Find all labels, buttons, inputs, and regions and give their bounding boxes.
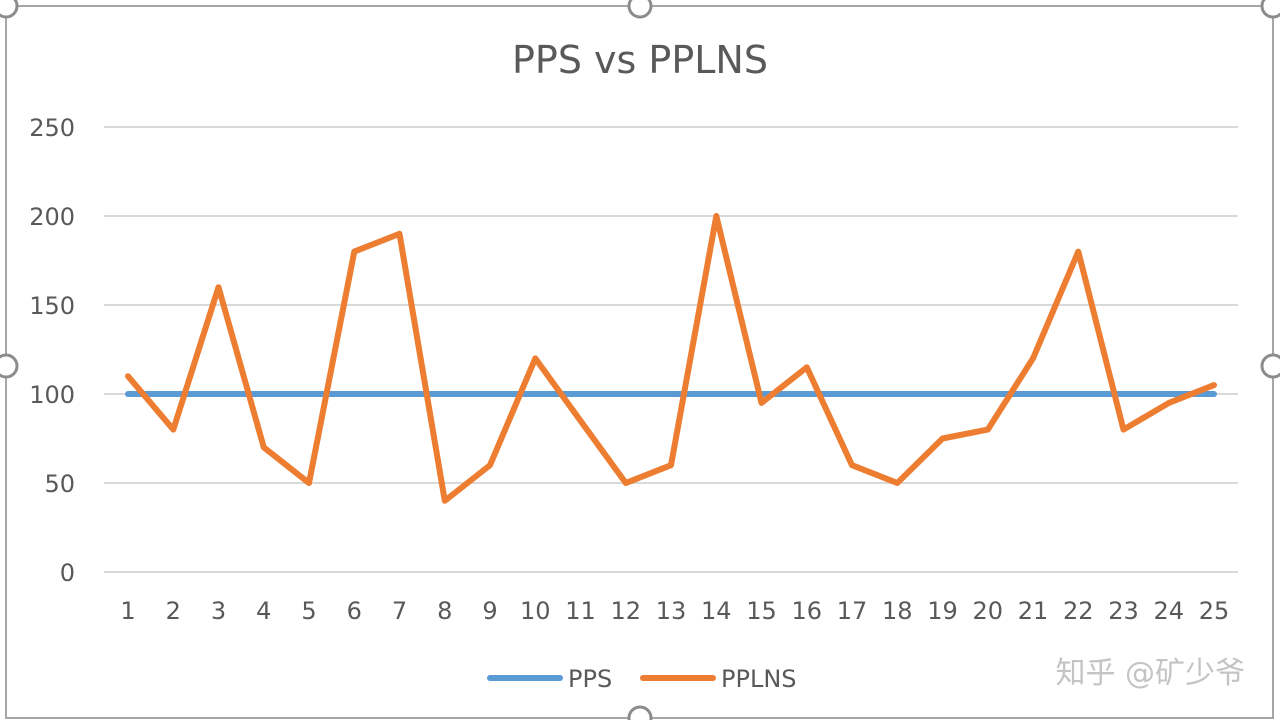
x-tick-label: 15 [746,597,777,625]
x-tick-label: 16 [791,597,822,625]
x-tick-label: 1 [120,597,135,625]
y-tick-label: 150 [29,292,75,320]
resize-handle-top[interactable] [627,0,653,19]
y-tick-label: 0 [60,559,75,587]
x-tick-label: 5 [301,597,316,625]
x-tick-label: 17 [837,597,868,625]
y-axis-ticks: 0 50 100 150 200 250 [29,114,75,587]
y-tick-label: 250 [29,114,75,142]
x-tick-label: 2 [166,597,181,625]
x-tick-label: 6 [347,597,362,625]
legend-label: PPS [568,665,612,693]
x-tick-label: 10 [520,597,551,625]
x-tick-label: 14 [701,597,732,625]
gridlines [104,126,1238,573]
legend: PPS PPLNS [487,665,797,693]
x-tick-label: 18 [882,597,913,625]
x-tick-label: 13 [656,597,687,625]
series-line-pplns [125,213,1217,504]
x-tick-label: 22 [1063,597,1094,625]
x-tick-label: 24 [1153,597,1184,625]
x-tick-label: 23 [1108,597,1139,625]
watermark: 知乎 @矿少爷 [1055,656,1245,691]
y-tick-label: 100 [29,381,75,409]
resize-handle-bottom[interactable] [627,705,653,720]
legend-item: PPLNS [640,665,797,693]
x-tick-label: 7 [392,597,407,625]
y-tick-label: 200 [29,203,75,231]
legend-label: PPLNS [721,665,797,693]
x-tick-label: 4 [256,597,271,625]
legend-item: PPS [487,665,612,693]
resize-handle-right[interactable] [1260,353,1280,379]
x-axis-ticks: 1 2 3 4 5 6 7 8 9 10 11 12 13 14 15 16 17 18 19 20 21 22 23 24 2… [120,597,1229,625]
resize-handle-top-left[interactable] [0,0,19,19]
x-tick-label: 12 [610,597,641,625]
series-lines [125,213,1217,504]
resize-handle-left[interactable] [0,353,19,379]
x-tick-label: 25 [1199,597,1230,625]
x-tick-label: 11 [565,597,596,625]
resize-handle-top-right[interactable] [1260,0,1280,19]
chart-title: PPS vs PPLNS [512,38,768,82]
x-tick-label: 3 [211,597,226,625]
y-tick-label: 50 [44,470,75,498]
x-tick-label: 8 [437,597,452,625]
x-tick-label: 19 [927,597,958,625]
x-tick-label: 20 [972,597,1003,625]
x-tick-label: 21 [1018,597,1049,625]
x-tick-label: 9 [482,597,497,625]
